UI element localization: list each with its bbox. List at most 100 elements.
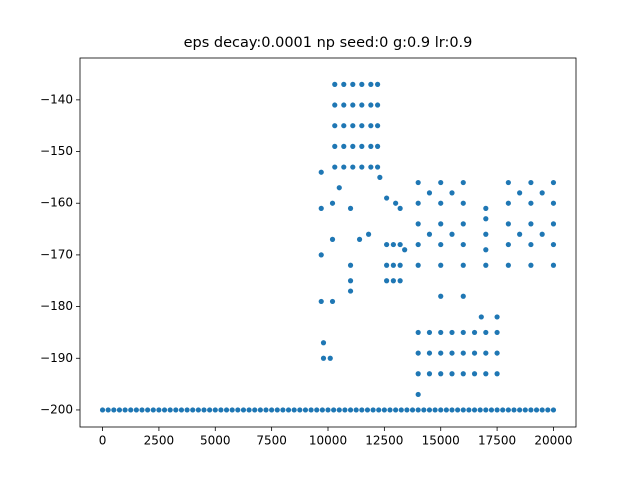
point <box>218 407 224 413</box>
point <box>263 407 269 413</box>
point <box>415 179 421 186</box>
point <box>483 407 489 413</box>
point <box>488 407 495 413</box>
point <box>332 143 338 149</box>
point <box>483 262 489 268</box>
point <box>471 407 478 413</box>
point <box>359 102 365 108</box>
point <box>460 371 466 377</box>
point <box>318 252 324 258</box>
point <box>415 200 421 206</box>
point <box>229 407 235 413</box>
point <box>285 407 292 413</box>
point <box>359 81 365 87</box>
point <box>384 278 390 284</box>
point <box>426 350 433 356</box>
point <box>319 407 325 413</box>
point <box>329 298 336 305</box>
point <box>375 81 381 87</box>
point <box>550 407 557 413</box>
point <box>460 221 466 227</box>
point <box>550 241 557 248</box>
point <box>449 231 455 237</box>
point <box>359 164 365 170</box>
point <box>173 407 179 413</box>
point <box>332 164 338 170</box>
point <box>133 407 139 413</box>
point <box>438 221 444 227</box>
point <box>384 262 390 268</box>
y-tick-label: −180 <box>40 299 73 313</box>
point <box>336 185 342 191</box>
point <box>415 262 421 268</box>
point <box>397 262 403 268</box>
point <box>438 241 444 248</box>
x-tick-label: 10000 <box>309 434 347 448</box>
plot-frame <box>79 57 577 428</box>
point <box>161 407 168 413</box>
chart-title: eps decay:0.0001 np seed:0 g:0.9 lr:0.9 <box>184 35 473 51</box>
point <box>390 241 396 248</box>
point <box>550 221 557 227</box>
point <box>505 262 511 268</box>
point <box>415 350 421 356</box>
point <box>347 407 354 413</box>
point <box>397 241 403 248</box>
point <box>350 143 356 149</box>
point <box>257 407 263 413</box>
point <box>178 407 185 413</box>
point <box>460 407 466 413</box>
point <box>460 350 466 356</box>
point <box>460 179 466 186</box>
point <box>471 329 478 336</box>
point <box>332 123 338 129</box>
point <box>341 143 347 149</box>
point <box>329 236 336 242</box>
point <box>517 407 523 413</box>
point <box>359 407 365 413</box>
point <box>331 407 337 413</box>
point <box>511 407 517 413</box>
point <box>393 407 399 413</box>
point <box>375 143 381 149</box>
point <box>460 262 466 268</box>
point <box>460 329 466 336</box>
point <box>494 407 500 413</box>
point <box>156 407 162 413</box>
point <box>320 340 327 346</box>
point <box>347 288 354 294</box>
x-tick-label: 0 <box>99 434 107 448</box>
point <box>332 102 338 108</box>
point <box>438 371 444 377</box>
point <box>350 81 356 87</box>
point <box>212 407 218 413</box>
point <box>397 278 403 284</box>
point <box>494 314 500 320</box>
point <box>483 329 489 336</box>
point <box>342 407 348 413</box>
point <box>415 371 421 377</box>
point <box>494 329 500 336</box>
point <box>402 247 408 253</box>
point <box>460 241 466 248</box>
y-tick-label: −150 <box>40 144 73 158</box>
point <box>478 314 484 320</box>
point <box>111 407 117 413</box>
x-tick-label: 20000 <box>534 434 572 448</box>
point <box>184 407 190 413</box>
point <box>550 200 557 206</box>
point <box>539 190 545 196</box>
point <box>314 407 320 413</box>
point <box>505 407 511 413</box>
point <box>375 123 381 129</box>
y-tick-label: −170 <box>40 247 73 261</box>
x-tick-label: 17500 <box>478 434 516 448</box>
point <box>336 407 342 413</box>
point <box>269 407 275 413</box>
point <box>494 371 500 377</box>
point <box>539 231 545 237</box>
y-tick-label: −200 <box>40 402 73 416</box>
point <box>246 407 252 413</box>
point <box>505 241 511 248</box>
